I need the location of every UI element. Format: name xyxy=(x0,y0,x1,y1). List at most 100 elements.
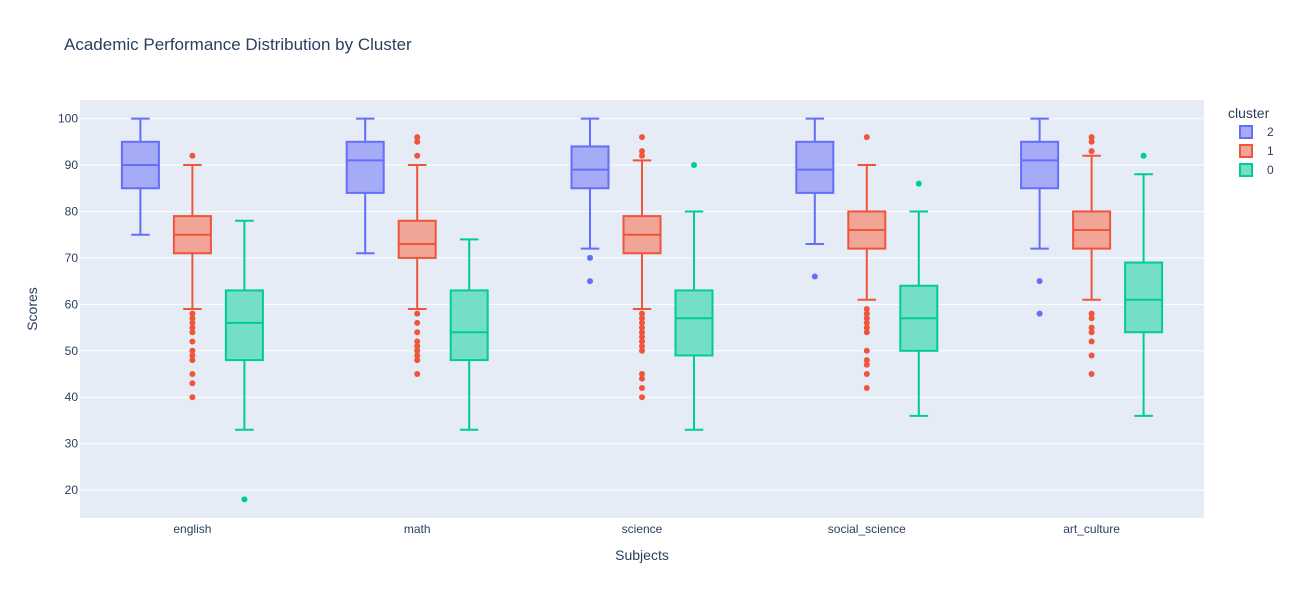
legend-swatch xyxy=(1239,163,1253,177)
iqr-box xyxy=(674,289,714,357)
legend-swatch xyxy=(1239,125,1253,139)
box-math-cluster-2 xyxy=(345,117,385,255)
outlier-point xyxy=(189,352,196,359)
outlier-point xyxy=(189,329,196,336)
outlier-point xyxy=(414,319,421,326)
outlier-point xyxy=(639,319,645,326)
outlier-point xyxy=(863,315,870,322)
outlier-point xyxy=(639,333,645,340)
outlier-point xyxy=(863,347,870,354)
outlier-point xyxy=(691,162,697,169)
outlier-point xyxy=(863,329,870,336)
series-cluster-0 xyxy=(224,152,1164,503)
outlier-point xyxy=(414,371,421,378)
outlier-point xyxy=(189,394,196,401)
box-art_culture-cluster-0 xyxy=(1124,152,1164,417)
outlier-point xyxy=(1088,138,1095,145)
box-social_science-cluster-2 xyxy=(795,117,835,280)
outlier-point xyxy=(863,306,870,312)
outlier-point xyxy=(639,375,645,382)
box-science-cluster-2 xyxy=(570,117,610,285)
outlier-point xyxy=(1088,324,1095,331)
x-axis-title: Subjects xyxy=(615,547,669,563)
outlier-point xyxy=(414,357,421,364)
iqr-box xyxy=(795,140,835,194)
iqr-box xyxy=(1020,140,1060,190)
outlier-point xyxy=(639,324,645,331)
legend-title: cluster xyxy=(1228,105,1270,121)
outlier-point xyxy=(863,357,870,364)
outlier-point xyxy=(1036,310,1043,317)
box-english-cluster-2 xyxy=(120,117,160,236)
x-axis-ticks: english math science social_science art_cult… xyxy=(173,522,1120,536)
legend-item-cluster-0[interactable]: 0 xyxy=(1239,163,1274,177)
outlier-point xyxy=(639,310,645,317)
y-tick-label: 90 xyxy=(65,158,79,172)
iqr-box xyxy=(224,289,264,362)
outlier-point xyxy=(915,180,922,187)
outlier-point xyxy=(863,324,870,331)
outlier-point xyxy=(863,310,870,317)
outlier-point xyxy=(587,254,593,261)
outlier-point xyxy=(414,338,421,345)
outlier-point xyxy=(1140,152,1147,159)
legend-label: 2 xyxy=(1267,125,1274,139)
outlier-point xyxy=(1088,310,1095,317)
box-social_science-cluster-0 xyxy=(899,180,939,417)
outlier-point xyxy=(1088,329,1095,336)
outlier-point xyxy=(1088,338,1095,345)
y-tick-label: 80 xyxy=(65,204,79,218)
legend-item-cluster-1[interactable]: 1 xyxy=(1239,144,1274,158)
iqr-box xyxy=(397,219,437,259)
legend-item-cluster-2[interactable]: 2 xyxy=(1239,125,1274,139)
outlier-point xyxy=(863,384,870,391)
iqr-box xyxy=(1124,261,1164,334)
outlier-point xyxy=(189,319,196,326)
box-social_science-cluster-1 xyxy=(847,134,887,391)
outlier-point xyxy=(639,152,645,159)
iqr-box xyxy=(345,140,385,194)
outlier-point xyxy=(414,352,421,359)
outlier-point xyxy=(414,138,421,145)
legend-label: 0 xyxy=(1267,163,1274,177)
y-tick-label: 40 xyxy=(65,390,79,404)
outlier-point xyxy=(414,329,421,336)
series-cluster-2 xyxy=(120,117,1060,317)
outlier-point xyxy=(1088,371,1095,378)
outlier-point xyxy=(639,384,645,391)
outlier-point xyxy=(863,319,870,326)
x-tick-label-science: science xyxy=(622,522,663,536)
y-tick-label: 50 xyxy=(65,344,79,358)
outlier-point xyxy=(414,343,421,350)
outlier-point xyxy=(639,371,645,378)
x-tick-label-math: math xyxy=(404,522,431,536)
x-tick-label-social_science: social_science xyxy=(828,522,906,536)
outlier-point xyxy=(189,338,196,345)
y-axis-ticks: 20 30 40 50 60 70 80 90 100 xyxy=(58,112,78,498)
box-english-cluster-1 xyxy=(172,152,212,401)
legend: cluster 2 1 0 xyxy=(1228,105,1274,177)
outlier-point xyxy=(639,134,645,141)
outlier-point xyxy=(414,310,421,317)
x-tick-label-english: english xyxy=(173,522,211,536)
iqr-box xyxy=(570,145,610,190)
outlier-point xyxy=(639,148,645,155)
x-tick-label-art_culture: art_culture xyxy=(1063,522,1120,536)
outlier-point xyxy=(863,371,870,378)
legend-swatch xyxy=(1239,144,1253,158)
outlier-point xyxy=(189,347,196,354)
y-tick-label: 70 xyxy=(65,251,79,265)
outlier-point xyxy=(863,134,870,141)
outlier-point xyxy=(189,310,196,317)
iqr-box xyxy=(449,289,489,362)
y-tick-label: 30 xyxy=(65,437,79,451)
y-tick-label: 100 xyxy=(58,112,78,126)
outlier-point xyxy=(639,347,645,354)
outlier-point xyxy=(241,496,248,503)
outlier-point xyxy=(189,324,196,331)
outlier-point xyxy=(414,152,421,159)
y-tick-label: 20 xyxy=(65,483,79,497)
outlier-point xyxy=(189,380,196,387)
box-math-cluster-0 xyxy=(449,238,489,431)
